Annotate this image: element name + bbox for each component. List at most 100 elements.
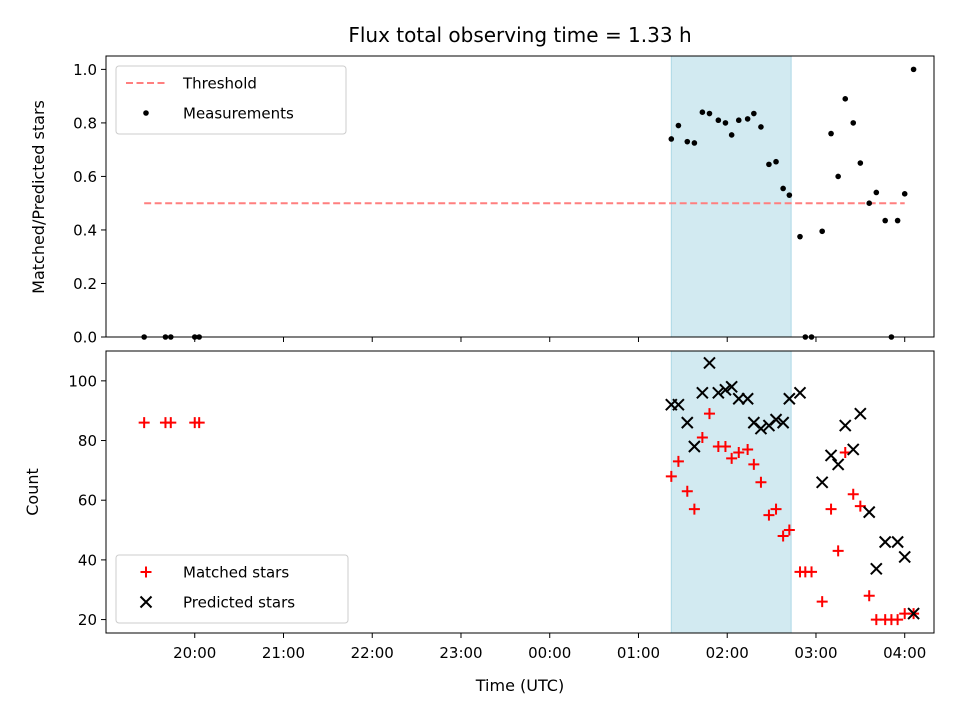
measurements-point	[766, 161, 772, 168]
x-tick-label: 22:00	[351, 644, 394, 662]
matched-stars-point	[193, 417, 205, 429]
predicted-stars-point	[815, 476, 829, 489]
predicted-stars-point	[712, 386, 725, 399]
predicted-stars-point	[776, 416, 790, 429]
y-tick-label: 0.2	[73, 275, 97, 293]
measurements-point	[819, 228, 825, 235]
matched-stars-point	[783, 524, 795, 536]
x-tick-label: 00:00	[528, 644, 571, 662]
measurements-point	[668, 136, 675, 142]
measurements-point	[910, 66, 917, 73]
y-tick-label: 1.0	[73, 61, 97, 79]
measurements-point	[675, 122, 682, 129]
x-tick-label: 01:00	[617, 644, 660, 662]
predicted-stars-point	[891, 535, 904, 549]
bottom-panel-frame	[105, 350, 935, 634]
predicted-stars-point	[824, 449, 838, 462]
matched-stars-point	[892, 614, 904, 626]
predicted-stars-point	[783, 392, 796, 405]
chart-title: Flux total observing time = 1.33 h	[348, 23, 691, 47]
matched-stars-point	[742, 443, 754, 455]
top-panel-ylabel: Matched/Predicted stars	[29, 100, 48, 294]
predicted-stars-point	[854, 407, 867, 420]
bottom-legend: Matched stars Predicted stars	[115, 554, 349, 624]
measurements-point	[835, 173, 841, 180]
measurements-point	[744, 116, 751, 122]
matched-stars-point	[763, 509, 775, 521]
measurements-point	[882, 217, 888, 224]
measurements-point	[828, 130, 834, 137]
x-tick-label: 04:00	[883, 644, 926, 662]
y-tick-label: 0.4	[73, 221, 97, 239]
measurements-point	[780, 185, 786, 192]
matched-stars-point	[665, 470, 677, 482]
matched-stars-point	[703, 408, 715, 420]
measurements-point	[728, 132, 735, 138]
predicted-stars-point	[732, 392, 745, 405]
measurements-point	[722, 120, 729, 126]
y-tick-label: 100	[68, 372, 97, 390]
predicted-stars-legend-label: Predicted stars	[183, 594, 295, 612]
y-tick-label: 0.0	[73, 329, 97, 347]
measurements-point	[894, 217, 901, 224]
predicted-stars-point	[688, 440, 701, 453]
measurements-point	[684, 138, 691, 145]
matched-stars-point	[770, 503, 782, 515]
predicted-stars-point	[863, 505, 876, 519]
matched-stars-point	[138, 417, 150, 429]
predicted-stars-point	[672, 398, 685, 411]
matched-stars-point	[777, 530, 789, 542]
matched-stars-point	[755, 476, 767, 488]
predicted-stars-point	[907, 607, 920, 620]
predicted-stars-point	[725, 380, 738, 394]
y-tick-label: 40	[78, 551, 97, 569]
y-tick-label: 0.6	[73, 168, 97, 186]
measurements-point	[715, 117, 722, 124]
x-axis-label: Time (UTC)	[475, 676, 564, 695]
measurements-point	[786, 192, 793, 198]
matched-stars-point	[816, 596, 828, 608]
matched-stars-legend-label: Matched stars	[183, 564, 289, 582]
predicted-stars-point	[870, 562, 883, 576]
measurements-point	[850, 120, 857, 126]
threshold-legend-label: Threshold	[182, 75, 257, 93]
legend-box	[115, 554, 349, 624]
predicted-stars-point	[898, 550, 911, 564]
matched-stars-point	[733, 446, 745, 458]
matched-stars-point	[748, 458, 760, 470]
x-tick-label: 21:00	[262, 644, 305, 662]
bottom-panel: 20 40 60 80 100 20:00 21:00 22:00 23:00 00:00 01:…	[23, 350, 935, 662]
matched-stars-point	[806, 566, 818, 578]
predicted-stars-point	[793, 386, 807, 399]
predicted-stars-point	[741, 392, 754, 405]
predicted-stars-point	[769, 413, 783, 426]
predicted-stars-point	[703, 356, 716, 370]
x-tick-label: 20:00	[173, 644, 216, 662]
matched-stars-point	[672, 455, 684, 467]
top-panel-frame	[105, 55, 935, 338]
matched-stars-point	[165, 417, 177, 429]
measurements-point	[751, 110, 757, 117]
matched-stars-point	[726, 452, 738, 464]
measurements-legend-label: Measurements	[183, 105, 294, 123]
predicted-stars-legend-swatch	[139, 595, 153, 609]
y-tick-label: 80	[78, 432, 97, 450]
matched-stars-legend-swatch	[140, 566, 152, 578]
measurements-point	[735, 117, 742, 124]
measurements-point	[842, 96, 849, 102]
y-tick-label: 60	[78, 492, 97, 510]
bottom-panel-ylabel: Count	[23, 468, 42, 516]
x-tick-label: 02:00	[706, 644, 749, 662]
x-tick-label: 23:00	[439, 644, 482, 662]
predicted-stars-point	[681, 416, 694, 429]
measurements-point	[758, 124, 764, 130]
y-tick-label: 0.8	[73, 114, 97, 132]
legend-box	[115, 65, 347, 135]
matched-stars-point	[696, 432, 708, 444]
measurements-point	[857, 160, 864, 166]
predicted-stars-point	[696, 386, 709, 399]
observing-window-span	[670, 55, 792, 338]
predicted-stars-point	[831, 458, 845, 471]
matched-stars-point	[688, 503, 700, 515]
